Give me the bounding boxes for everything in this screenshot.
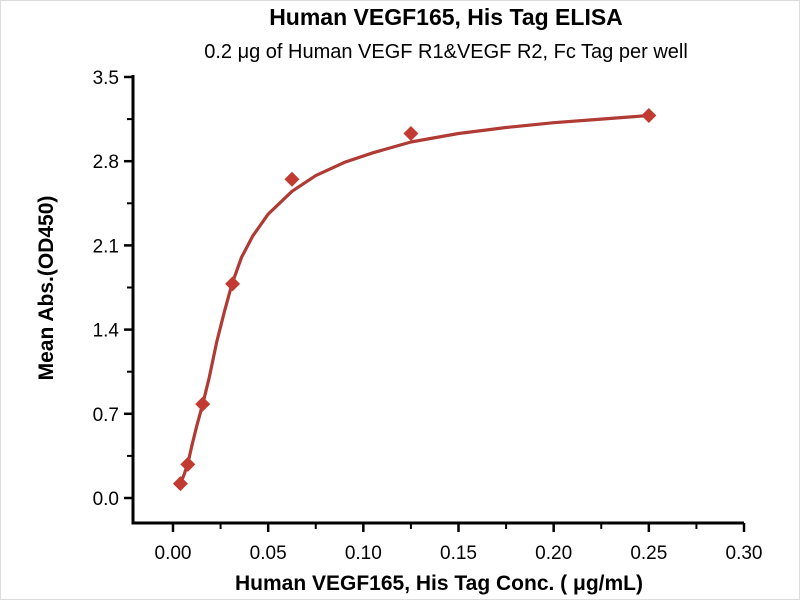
data-points xyxy=(172,107,657,492)
y-tick-label: 3.5 xyxy=(93,68,119,89)
x-tick-label: 0.10 xyxy=(345,543,382,564)
x-axis-ticks: 0.00 0.05 0.10 0.15 0.20 0.25 0.30 xyxy=(155,523,763,564)
data-point-diamond xyxy=(180,456,196,472)
y-tick-label: 0.0 xyxy=(93,489,119,510)
data-point-diamond xyxy=(225,276,241,292)
y-axis-label: Mean Abs.(OD450) xyxy=(35,196,58,381)
x-tick-label: 0.25 xyxy=(630,543,667,564)
y-tick-label: 0.7 xyxy=(93,405,119,426)
axis-line xyxy=(131,75,744,525)
fit-curve xyxy=(178,113,651,486)
x-tick-label: 0.00 xyxy=(155,543,192,564)
x-tick-label: 0.15 xyxy=(440,543,477,564)
y-tick-label: 1.4 xyxy=(93,321,120,342)
data-point-diamond xyxy=(284,171,300,187)
x-tick-label: 0.20 xyxy=(535,543,572,564)
y-tick-label: 2.1 xyxy=(93,236,119,257)
data-point-diamond xyxy=(641,107,657,123)
chart-title: Human VEGF165, His Tag ELISA xyxy=(269,4,623,30)
chart-subtitle: 0.2 μg of Human VEGF R1&VEGF R2, Fc Tag … xyxy=(204,41,688,63)
x-axis-label: Human VEGF165, His Tag Conc. ( μg/mL) xyxy=(235,572,643,595)
data-point-diamond xyxy=(172,476,188,492)
x-tick-label: 0.30 xyxy=(726,543,763,564)
x-tick-label: 0.05 xyxy=(250,543,287,564)
axes-frame xyxy=(131,75,744,525)
y-tick-label: 2.8 xyxy=(93,152,119,173)
data-point-diamond xyxy=(403,126,419,142)
y-axis-ticks: 0.0 0.7 1.4 2.1 2.8 3.5 xyxy=(93,68,133,510)
data-point-diamond xyxy=(195,396,211,412)
